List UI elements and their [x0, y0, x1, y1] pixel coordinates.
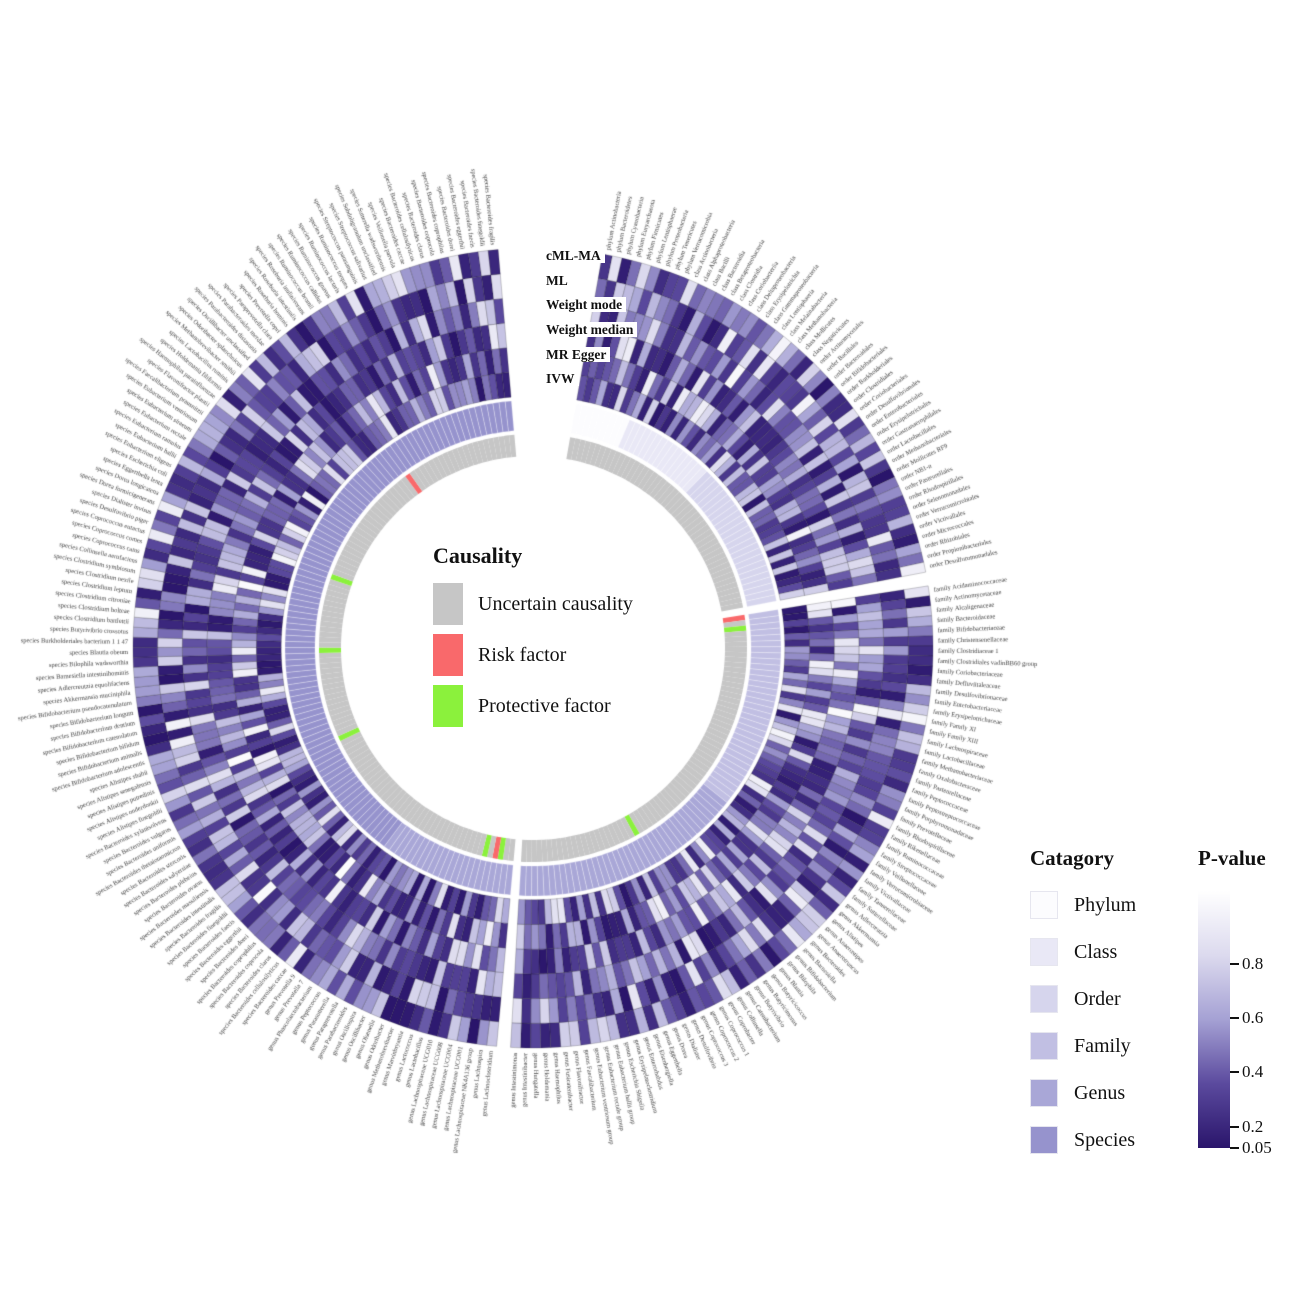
legend-item-phylum: Phylum — [1030, 891, 1136, 919]
tick-dash — [1230, 1017, 1239, 1020]
tick-dash — [1230, 1071, 1239, 1074]
risk-factor-swatch — [433, 634, 463, 676]
ring-label-weight-mode: Weight mode — [546, 293, 637, 318]
risk-factor-label: Risk factor — [478, 643, 567, 666]
pvalue-legend: P-value 0.8 0.6 0.4 0.2 0.05 — [1198, 846, 1272, 1157]
species-label: Species — [1074, 1128, 1136, 1151]
ring-labels: cML-MA ML Weight mode Weight median MR E… — [546, 244, 638, 392]
ring-label-ml: ML — [546, 269, 637, 294]
species-swatch — [1030, 1126, 1058, 1154]
protective-factor-swatch — [433, 685, 463, 727]
family-label: Family — [1074, 1034, 1131, 1057]
causality-legend: Causality Uncertain causality Risk facto… — [433, 543, 633, 736]
ring-label-ivw: IVW — [546, 367, 637, 392]
pvalue-tick-06: 0.6 — [1230, 1008, 1263, 1028]
family-swatch — [1030, 1032, 1058, 1060]
legend-item-risk: Risk factor — [433, 634, 633, 676]
pvalue-gradient-bar — [1198, 891, 1230, 1148]
legend-item-order: Order — [1030, 985, 1136, 1013]
legend-item-protective: Protective factor — [433, 685, 633, 727]
legend-item-species: Species — [1030, 1126, 1136, 1154]
pvalue-legend-title: P-value — [1198, 846, 1266, 870]
tick-dash — [1230, 1147, 1239, 1149]
legend-item-uncertain: Uncertain causality — [433, 583, 633, 625]
order-swatch — [1030, 985, 1058, 1013]
legend-item-class: Class — [1030, 938, 1136, 966]
ring-label-weight-median: Weight median — [546, 318, 638, 343]
protective-factor-label: Protective factor — [478, 694, 611, 717]
genus-swatch — [1030, 1079, 1058, 1107]
phylum-label: Phylum — [1074, 893, 1137, 916]
tick-dash — [1230, 1126, 1239, 1129]
pvalue-tick-02: 0.2 — [1230, 1117, 1263, 1137]
uncertain-causality-label: Uncertain causality — [478, 592, 633, 615]
pvalue-tick-005: 0.05 — [1230, 1138, 1272, 1158]
order-label: Order — [1074, 987, 1121, 1010]
class-swatch — [1030, 938, 1058, 966]
uncertain-causality-swatch — [433, 583, 463, 625]
genus-label: Genus — [1074, 1081, 1126, 1104]
phylum-swatch — [1030, 891, 1058, 919]
ring-label-cml-ma: cML-MA — [546, 244, 637, 269]
pvalue-tick-04: 0.4 — [1230, 1062, 1263, 1082]
causality-legend-title: Causality — [433, 543, 523, 568]
legend-item-genus: Genus — [1030, 1079, 1136, 1107]
legend-item-family: Family — [1030, 1032, 1136, 1060]
category-legend-title: Catagory — [1030, 846, 1114, 870]
category-legend: Catagory Phylum Class Order Family Genus… — [1030, 846, 1136, 1173]
pvalue-bar-wrap: 0.8 0.6 0.4 0.2 0.05 — [1198, 891, 1272, 1157]
tick-dash — [1230, 963, 1239, 966]
ring-label-mr-egger: MR Egger — [546, 343, 637, 368]
class-label: Class — [1074, 940, 1118, 963]
pvalue-tick-08: 0.8 — [1230, 954, 1263, 974]
